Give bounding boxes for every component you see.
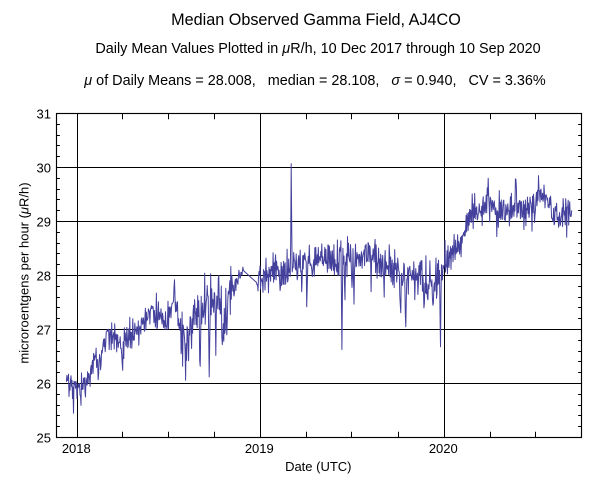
svg-text:Median Observed Gamma Field, A: Median Observed Gamma Field, AJ4CO bbox=[171, 11, 461, 29]
svg-text:30: 30 bbox=[37, 160, 51, 175]
svg-text:26: 26 bbox=[37, 376, 51, 391]
svg-text:29: 29 bbox=[37, 214, 51, 229]
svg-text:2019: 2019 bbox=[245, 441, 274, 456]
svg-text:μ of Daily Means = 28.008, m: μ of Daily Means = 28.008, median = 28.1… bbox=[83, 73, 546, 89]
svg-text:Date (UTC): Date (UTC) bbox=[285, 459, 351, 474]
svg-text:25: 25 bbox=[37, 430, 51, 445]
svg-text:28: 28 bbox=[37, 268, 51, 283]
svg-text:27: 27 bbox=[37, 322, 51, 337]
svg-text:31: 31 bbox=[37, 106, 51, 121]
svg-text:2018: 2018 bbox=[62, 441, 91, 456]
svg-text:2020: 2020 bbox=[429, 441, 458, 456]
svg-text:Daily Mean Values Plotted in μ: Daily Mean Values Plotted in μR/h, 10 De… bbox=[95, 41, 540, 57]
svg-text:microroentgens per hour (μR/h): microroentgens per hour (μR/h) bbox=[17, 182, 32, 363]
